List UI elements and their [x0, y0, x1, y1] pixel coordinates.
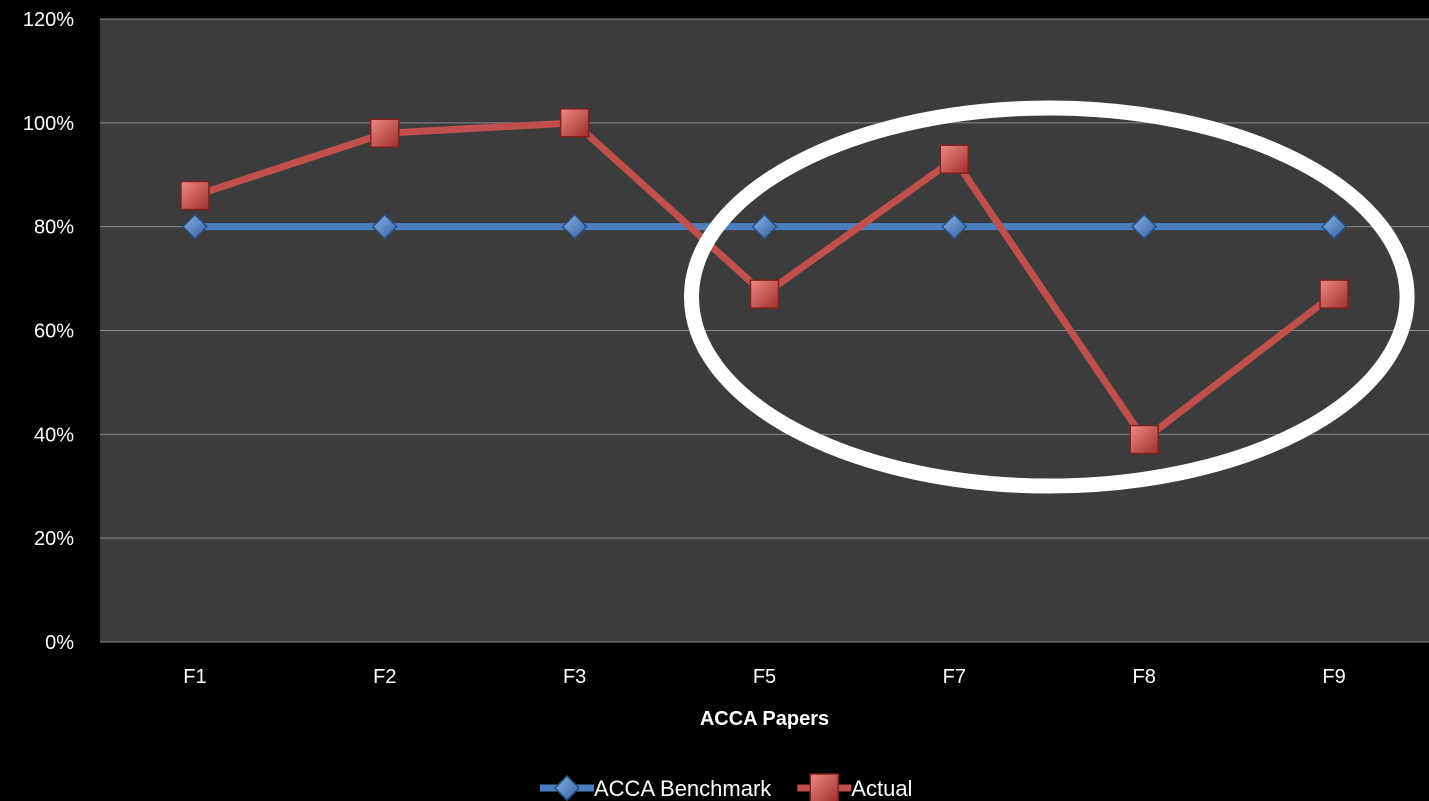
data-point: [371, 213, 398, 240]
data-point: [561, 213, 588, 240]
legend: ACCA Benchmark Actual: [540, 773, 912, 801]
data-point: [941, 213, 968, 240]
legend-label: Actual: [851, 776, 912, 801]
y-tick-label: 120%: [23, 9, 74, 31]
data-point: [1321, 213, 1348, 240]
y-tick-label: 80%: [34, 217, 74, 239]
data-point: [939, 144, 970, 174]
y-tick-label: 100%: [23, 113, 74, 135]
legend-swatch-marker: [553, 774, 581, 801]
y-tick-label: 60%: [34, 321, 74, 343]
legend-swatch-marker: [809, 773, 840, 801]
y-axis-tick-labels: 0% 20% 40% 60% 80% 100% 120%: [23, 9, 74, 654]
data-point: [370, 118, 400, 148]
y-tick-label: 20%: [34, 528, 74, 550]
y-tick-label: 0%: [45, 632, 74, 654]
x-axis-tick-labels: F1 F2 F3 F5 F7 F8 F9: [183, 666, 1345, 688]
data-point: [1131, 213, 1158, 240]
x-tick-label: F1: [183, 666, 206, 688]
annotation-layer: [684, 100, 1415, 494]
series-2: [180, 108, 1349, 455]
data-point: [751, 213, 778, 240]
x-tick-label: F2: [373, 666, 396, 688]
data-point: [749, 279, 780, 309]
data-point: [1129, 424, 1159, 455]
legend-item: ACCA Benchmark: [540, 774, 772, 801]
data-point: [181, 213, 208, 240]
highlight-ellipse: [684, 100, 1415, 494]
y-tick-label: 40%: [34, 424, 74, 446]
x-tick-label: F3: [563, 666, 586, 688]
x-tick-label: F9: [1322, 666, 1345, 688]
legend-item: Actual: [797, 773, 912, 801]
x-tick-label: F7: [943, 666, 966, 688]
x-tick-label: F5: [753, 666, 776, 688]
data-point: [559, 108, 590, 138]
data-point: [180, 180, 210, 211]
data-point: [1319, 279, 1349, 309]
x-axis-title: ACCA Papers: [700, 708, 829, 730]
series-layer: [180, 108, 1349, 455]
x-tick-label: F8: [1133, 666, 1156, 688]
series-1: [181, 213, 1348, 240]
legend-label: ACCA Benchmark: [594, 776, 772, 801]
